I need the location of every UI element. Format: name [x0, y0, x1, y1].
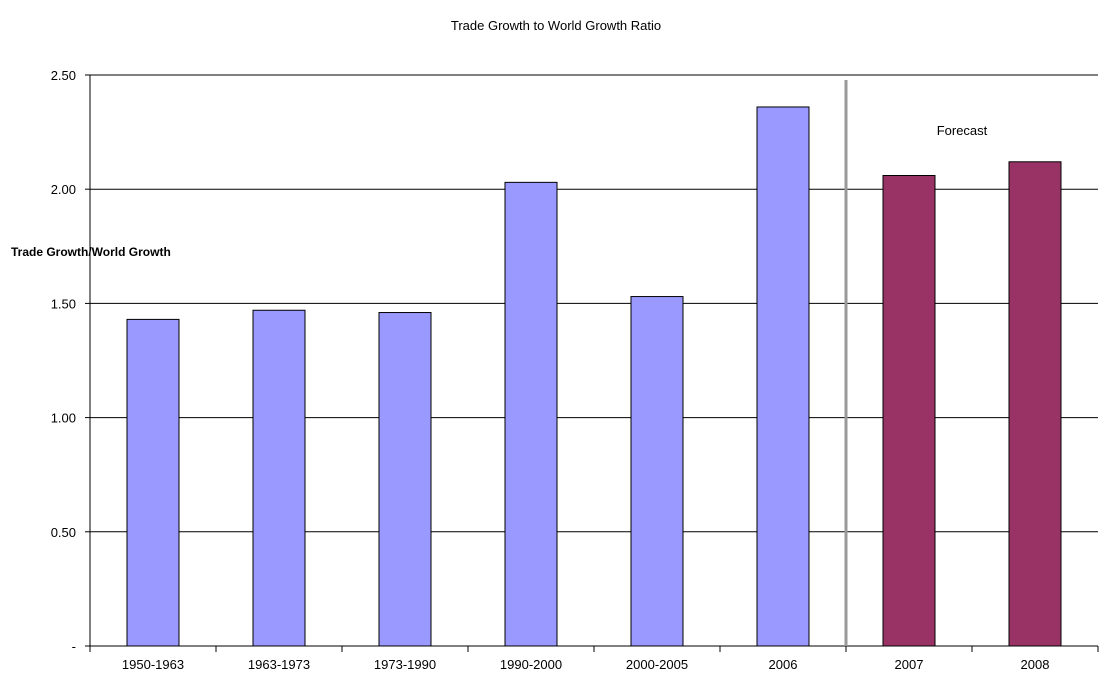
bar-1990-2000 — [504, 181, 558, 647]
bar-1973-1990 — [378, 312, 432, 647]
y-tick-labels: - 0.50 1.00 1.50 2.00 2.50 — [51, 68, 76, 654]
x-tick-label: 1973-1990 — [374, 657, 436, 672]
chart-title: Trade Growth to World Growth Ratio — [451, 18, 661, 33]
x-tick-label: 1963-1973 — [248, 657, 310, 672]
y-tick-label: 1.00 — [51, 411, 76, 426]
y-tick-label: 1.50 — [51, 296, 76, 311]
y-tick-label: 2.00 — [51, 182, 76, 197]
x-tick-label: 1950-1963 — [122, 657, 184, 672]
y-tick-label: 0.50 — [51, 525, 76, 540]
bar-2008 — [1008, 161, 1062, 647]
x-tick-label: 2006 — [769, 657, 798, 672]
axes — [85, 74, 1099, 652]
x-tick-label: 1990-2000 — [500, 657, 562, 672]
grid-lines — [90, 74, 1098, 533]
x-tick-label: 2007 — [895, 657, 924, 672]
bars — [126, 106, 1062, 647]
bar-2006 — [756, 106, 810, 647]
y-axis-label: Trade Growth/World Growth — [11, 245, 171, 259]
y-tick-label: 2.50 — [51, 68, 76, 83]
x-tick-labels: 1950-1963 1963-1973 1973-1990 1990-2000 2000… — [122, 657, 1050, 672]
x-tick-label: 2008 — [1021, 657, 1050, 672]
bar-2000-2005 — [630, 296, 684, 647]
bar-1963-1973 — [252, 309, 306, 647]
forecast-annotation: Forecast — [937, 123, 988, 138]
x-tick-label: 2000-2005 — [626, 657, 688, 672]
bar-1950-1963 — [126, 318, 180, 647]
bar-2007 — [882, 174, 936, 647]
y-tick-label: - — [72, 639, 76, 654]
